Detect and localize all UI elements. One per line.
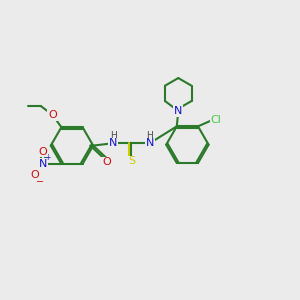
Text: N: N [146,138,154,148]
Text: N: N [39,159,47,169]
Text: O: O [31,170,39,180]
Text: O: O [39,147,47,157]
Text: N: N [109,138,117,148]
Text: H: H [110,131,117,140]
Text: Cl: Cl [210,115,221,125]
Text: O: O [102,158,111,167]
Text: H: H [146,131,153,140]
Text: S: S [128,157,135,166]
Text: −: − [36,177,44,187]
Text: O: O [48,110,57,120]
Text: N: N [174,106,182,116]
Text: +: + [44,153,50,162]
